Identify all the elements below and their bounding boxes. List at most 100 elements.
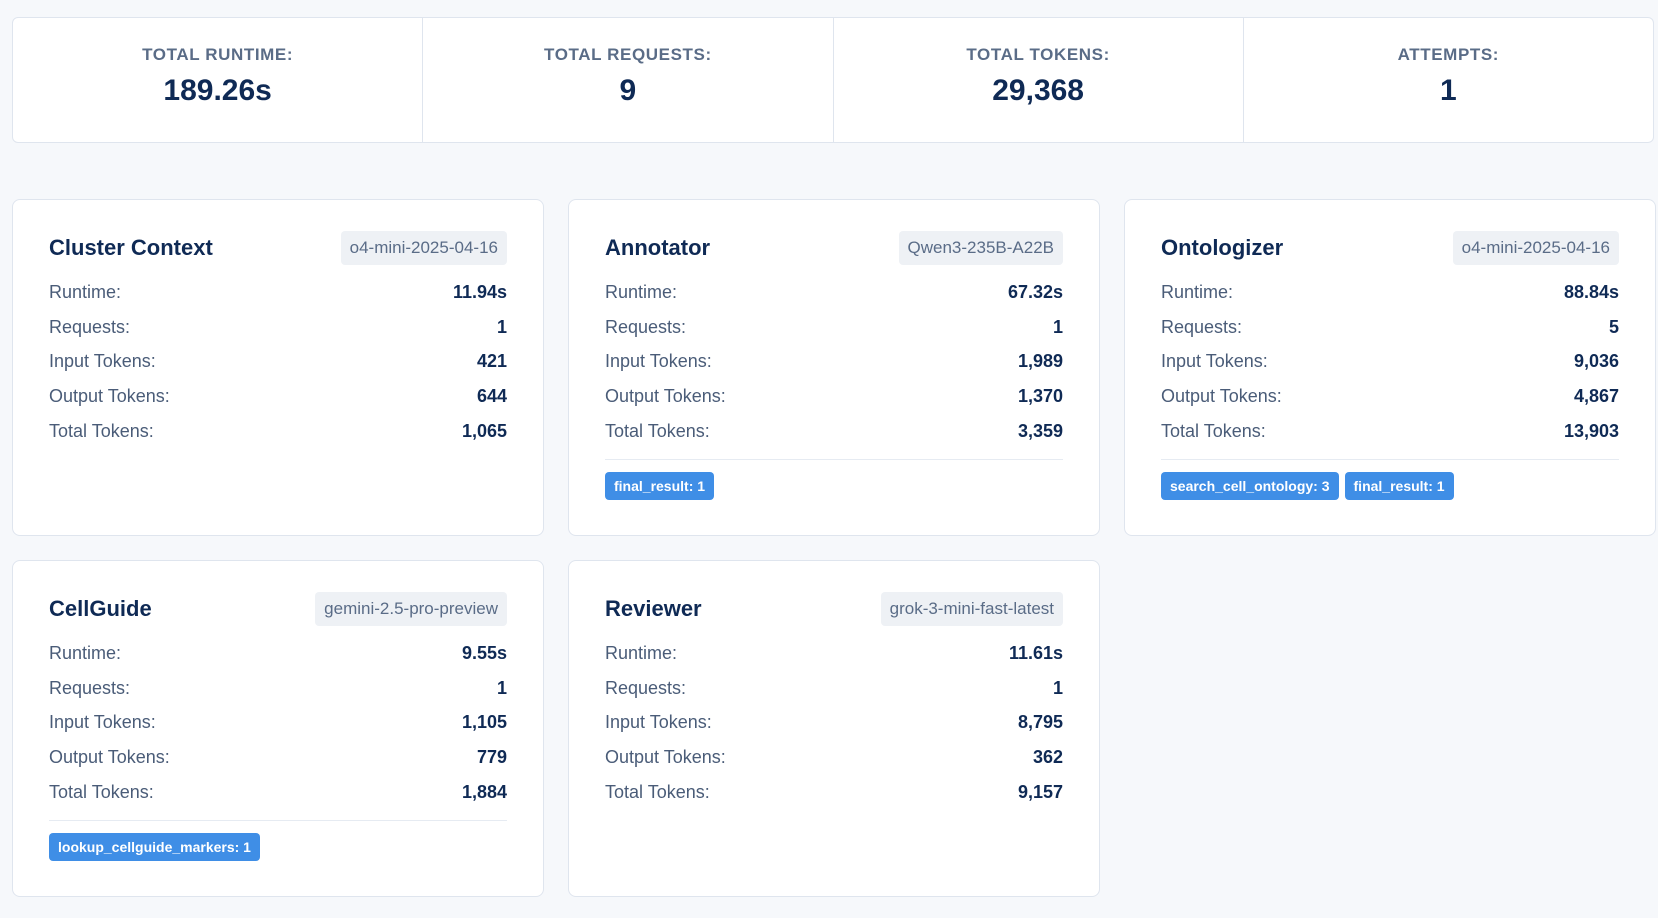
- stat-value: 1: [1052, 316, 1063, 337]
- stat-label: Requests:: [1161, 316, 1243, 337]
- divider: [605, 458, 1063, 460]
- stat-label: Output Tokens:: [49, 747, 170, 768]
- stat-row-input-tokens: Input Tokens: 1,989: [605, 345, 1063, 380]
- tool-usage-list: final_result: 1: [605, 471, 1063, 500]
- stats-list: Runtime: 67.32s Requests: 1 Input Tokens: 1…: [605, 275, 1063, 449]
- stat-row-output-tokens: Output Tokens: 362: [605, 740, 1063, 775]
- stat-value: 9,036: [1573, 351, 1619, 372]
- tool-usage-tag: search_cell_ontology: 3: [1161, 471, 1339, 500]
- summary-value: 1: [1440, 74, 1457, 107]
- stat-row-requests: Requests: 1: [605, 310, 1063, 345]
- stat-value: 9,157: [1017, 782, 1063, 803]
- stat-label: Input Tokens:: [49, 351, 156, 372]
- stat-label: Requests:: [605, 677, 687, 698]
- summary-label: TOTAL RUNTIME:: [142, 45, 294, 64]
- stat-label: Runtime:: [1161, 281, 1234, 302]
- stat-label: Output Tokens:: [1161, 386, 1282, 407]
- stat-value: 1,884: [461, 782, 507, 803]
- stat-row-runtime: Runtime: 11.61s: [605, 636, 1063, 671]
- divider: [1161, 458, 1619, 460]
- stat-value: 1,065: [461, 421, 507, 442]
- model-badge: o4-mini-2025-04-16: [1452, 231, 1619, 265]
- agent-title: Cluster Context: [49, 235, 213, 260]
- agent-card-reviewer: Reviewer grok-3-mini-fast-latest Runtime…: [568, 560, 1100, 897]
- stat-value: 1,105: [461, 712, 507, 733]
- stat-value: 362: [1032, 747, 1063, 768]
- stat-label: Requests:: [605, 316, 687, 337]
- agent-title: Ontologizer: [1161, 235, 1284, 260]
- stat-value: 644: [476, 386, 507, 407]
- stat-row-total-tokens: Total Tokens: 13,903: [1161, 414, 1619, 449]
- stat-value: 1,989: [1017, 351, 1063, 372]
- stat-row-total-tokens: Total Tokens: 1,884: [49, 775, 507, 810]
- model-badge: Qwen3-235B-A22B: [898, 231, 1063, 265]
- stat-value: 1,370: [1017, 386, 1063, 407]
- stat-value: 88.84s: [1563, 281, 1619, 302]
- stat-label: Total Tokens:: [605, 421, 710, 442]
- stat-row-runtime: Runtime: 67.32s: [605, 275, 1063, 310]
- stat-row-total-tokens: Total Tokens: 3,359: [605, 414, 1063, 449]
- stat-value: 1: [496, 316, 507, 337]
- stat-label: Input Tokens:: [605, 712, 712, 733]
- stat-row-input-tokens: Input Tokens: 421: [49, 345, 507, 380]
- model-badge: o4-mini-2025-04-16: [340, 231, 507, 265]
- tool-usage-list: lookup_cellguide_markers: 1: [49, 832, 507, 861]
- stat-row-input-tokens: Input Tokens: 8,795: [605, 706, 1063, 741]
- stat-value: 9.55s: [461, 642, 507, 663]
- stat-label: Input Tokens:: [1161, 351, 1268, 372]
- stats-list: Runtime: 11.61s Requests: 1 Input Tokens: 8…: [605, 636, 1063, 810]
- stat-row-total-tokens: Total Tokens: 9,157: [605, 775, 1063, 810]
- stat-value: 1: [1052, 677, 1063, 698]
- agent-card-annotator: Annotator Qwen3-235B-A22B Runtime: 67.32s…: [568, 199, 1100, 536]
- stat-value: 1: [496, 677, 507, 698]
- stat-value: 779: [476, 747, 507, 768]
- divider: [49, 819, 507, 821]
- stat-row-input-tokens: Input Tokens: 1,105: [49, 706, 507, 741]
- stat-value: 11.61s: [1008, 642, 1063, 663]
- summary-label: TOTAL REQUESTS:: [544, 45, 712, 64]
- stat-value: 5: [1608, 316, 1619, 337]
- stats-list: Runtime: 11.94s Requests: 1 Input Tokens: 4…: [49, 275, 507, 449]
- stat-label: Requests:: [49, 316, 131, 337]
- stat-value: 421: [476, 351, 507, 372]
- tool-usage-tag: final_result: 1: [605, 471, 715, 500]
- stat-value: 8,795: [1017, 712, 1063, 733]
- stat-row-runtime: Runtime: 11.94s: [49, 275, 507, 310]
- stat-row-requests: Requests: 1: [49, 671, 507, 706]
- stat-label: Runtime:: [49, 642, 122, 663]
- stat-value: 11.94s: [452, 281, 507, 302]
- tool-usage-list: search_cell_ontology: 3 final_result: 1: [1161, 471, 1619, 500]
- stat-label: Runtime:: [605, 642, 678, 663]
- summary-label: ATTEMPTS:: [1397, 45, 1500, 64]
- summary-label: TOTAL TOKENS:: [966, 45, 1110, 64]
- stat-row-requests: Requests: 1: [49, 310, 507, 345]
- tool-usage-tag: final_result: 1: [1344, 471, 1454, 500]
- summary-total-requests: TOTAL REQUESTS: 9: [423, 18, 834, 142]
- stat-row-input-tokens: Input Tokens: 9,036: [1161, 345, 1619, 380]
- stat-row-output-tokens: Output Tokens: 1,370: [605, 379, 1063, 414]
- stat-label: Output Tokens:: [605, 386, 726, 407]
- agent-title: CellGuide: [49, 596, 152, 621]
- stat-label: Total Tokens:: [49, 782, 154, 803]
- stat-row-output-tokens: Output Tokens: 779: [49, 740, 507, 775]
- agent-title: Reviewer: [605, 596, 702, 621]
- stat-label: Total Tokens:: [49, 421, 154, 442]
- stat-label: Output Tokens:: [605, 747, 726, 768]
- stat-label: Requests:: [49, 677, 131, 698]
- summary-value: 9: [619, 74, 637, 107]
- stats-list: Runtime: 9.55s Requests: 1 Input Tokens: 1,…: [49, 636, 507, 810]
- model-badge: gemini-2.5-pro-preview: [315, 592, 507, 626]
- stat-row-total-tokens: Total Tokens: 1,065: [49, 414, 507, 449]
- summary-value: 189.26s: [163, 74, 272, 107]
- agent-card-cluster-context: Cluster Context o4-mini-2025-04-16 Runti…: [12, 199, 544, 536]
- stat-value: 13,903: [1563, 421, 1619, 442]
- stat-value: 67.32s: [1007, 281, 1063, 302]
- stat-row-requests: Requests: 5: [1161, 310, 1619, 345]
- summary-total-runtime: TOTAL RUNTIME: 189.26s: [13, 18, 424, 142]
- tool-usage-tag: lookup_cellguide_markers: 1: [49, 832, 260, 861]
- summary-value: 29,368: [992, 74, 1084, 107]
- summary-attempts: ATTEMPTS: 1: [1244, 18, 1653, 142]
- agent-card-ontologizer: Ontologizer o4-mini-2025-04-16 Runtime: 8…: [1124, 199, 1656, 536]
- stat-label: Total Tokens:: [605, 782, 710, 803]
- stat-value: 3,359: [1017, 421, 1063, 442]
